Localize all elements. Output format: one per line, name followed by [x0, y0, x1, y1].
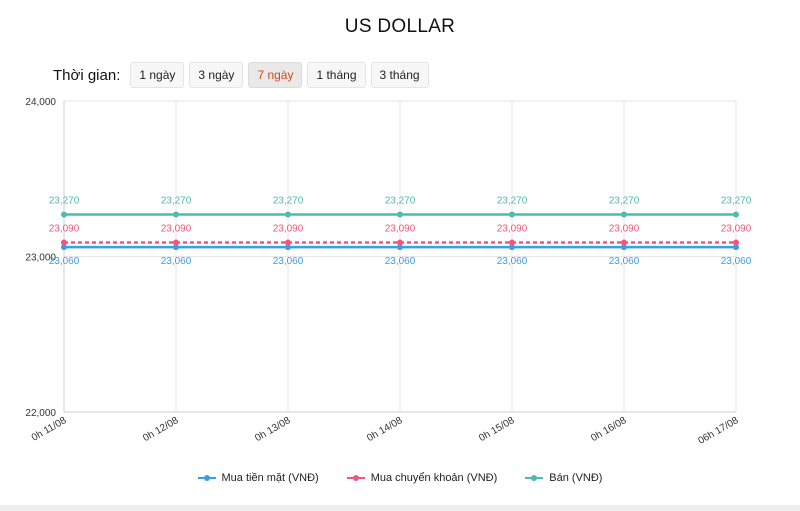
data-point [733, 239, 739, 246]
data-point [621, 244, 627, 251]
time-range-selector: Thời gian: 1 ngày 3 ngày 7 ngày 1 tháng … [53, 61, 434, 89]
data-point [397, 239, 403, 246]
data-point [509, 239, 515, 246]
range-button-1-day[interactable]: 1 ngày [130, 62, 185, 88]
chart-legend: Mua tiền mặt (VNĐ) Mua chuyển khoản (VNĐ… [0, 472, 800, 484]
y-tick-label: 22,000 [25, 408, 56, 419]
data-label: 23,270 [497, 196, 528, 207]
data-point [397, 244, 403, 251]
data-point [621, 239, 627, 246]
y-tick-label: 24,000 [25, 97, 56, 108]
legend-item-ban[interactable]: Bán (VNĐ) [525, 472, 602, 484]
data-label: 23,270 [161, 196, 192, 207]
legend-marker-icon [525, 475, 544, 481]
data-label: 23,060 [161, 256, 192, 267]
x-tick-label: 06h 17/08 [696, 415, 740, 447]
data-label: 23,270 [49, 196, 80, 207]
data-label: 23,270 [609, 196, 640, 207]
x-tick-label: 0h 15/08 [477, 415, 517, 444]
data-label: 23,090 [721, 224, 752, 235]
data-point [285, 211, 291, 218]
x-tick-label: 0h 12/08 [141, 415, 181, 444]
data-point [173, 244, 179, 251]
exchange-rate-chart: 22,000 23,000 24,000 0h 11/08 0h 12/08 0h 13/… [25, 97, 752, 447]
y-tick-label: 23,000 [25, 253, 56, 264]
data-point [733, 244, 739, 251]
legend-marker-icon [346, 475, 365, 481]
time-range-label: Thời gian: [53, 66, 121, 84]
data-label: 23,270 [385, 196, 416, 207]
data-label: 23,090 [497, 224, 528, 235]
legend-label: Mua chuyển khoản (VNĐ) [370, 472, 498, 484]
data-point [61, 244, 67, 251]
data-label: 23,090 [49, 224, 80, 235]
data-label: 23,270 [273, 196, 304, 207]
x-tick-label: 0h 11/08 [30, 415, 69, 444]
data-point [397, 211, 403, 218]
legend-label: Mua tiền mặt (VNĐ) [221, 472, 319, 484]
data-point [285, 239, 291, 246]
data-point [61, 239, 67, 246]
data-label: 23,060 [497, 256, 528, 267]
data-label: 23,060 [721, 256, 752, 267]
data-label: 23,090 [273, 224, 304, 235]
data-label: 23,060 [609, 256, 640, 267]
legend-marker-icon [197, 475, 216, 481]
range-button-7-days[interactable]: 7 ngày [248, 62, 303, 88]
data-point [733, 211, 739, 218]
data-point [173, 239, 179, 246]
chart-title: US DOLLAR [344, 16, 456, 37]
data-point [173, 211, 179, 218]
data-label: 23,270 [721, 196, 752, 207]
data-point [509, 211, 515, 218]
legend-item-mua-tien-mat[interactable]: Mua tiền mặt (VNĐ) [197, 472, 319, 484]
x-tick-label: 0h 14/08 [365, 415, 405, 444]
data-label: 23,060 [385, 256, 416, 267]
x-tick-label: 0h 13/08 [253, 415, 293, 444]
data-label: 23,060 [273, 256, 304, 267]
data-point [61, 211, 67, 218]
data-label: 23,090 [161, 224, 192, 235]
data-label: 23,060 [49, 256, 80, 267]
data-label: 23,090 [609, 224, 640, 235]
legend-item-mua-chuyen-khoan[interactable]: Mua chuyển khoản (VNĐ) [346, 472, 498, 484]
range-button-3-days[interactable]: 3 ngày [189, 62, 244, 88]
data-point [509, 244, 515, 251]
range-button-1-month[interactable]: 1 tháng [307, 62, 366, 88]
x-tick-label: 0h 16/08 [589, 415, 629, 444]
data-point [285, 244, 291, 251]
range-button-3-months[interactable]: 3 tháng [370, 62, 429, 88]
data-label: 23,090 [385, 224, 416, 235]
legend-label: Bán (VNĐ) [549, 472, 603, 484]
footer-strip [0, 505, 800, 511]
data-point [621, 211, 627, 218]
